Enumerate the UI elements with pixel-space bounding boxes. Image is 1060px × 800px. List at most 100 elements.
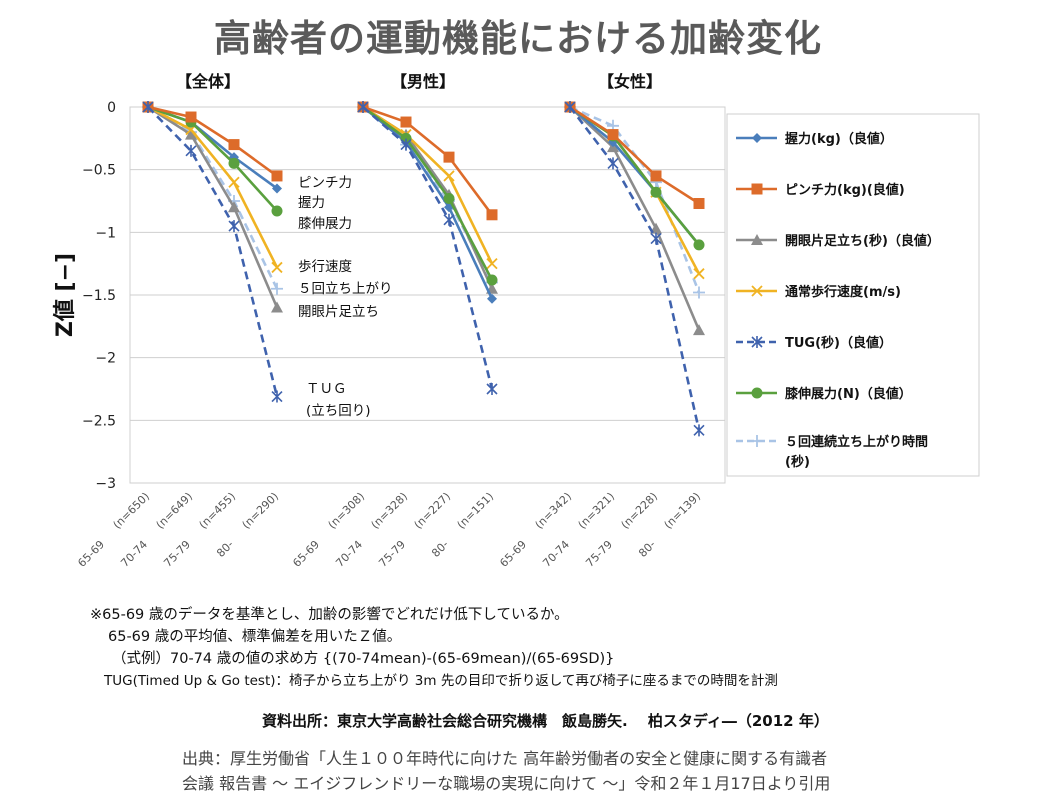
n-label: (n=328) — [369, 490, 411, 532]
legend-marker-stand — [751, 435, 763, 447]
n-label: (n=649) — [154, 490, 196, 532]
data-point-knee — [650, 186, 662, 198]
data-point-walk — [271, 261, 283, 274]
footnote-line-2: 65-69 歳の平均値、標準偏差を用いたＺ値。 — [108, 629, 402, 645]
legend-label-knee: 膝伸展力(N)（良値） — [784, 386, 912, 402]
series-line-pinch — [362, 105, 494, 216]
age-group-label: 65-69 — [75, 538, 107, 570]
n-label: (n=650) — [111, 490, 153, 532]
data-point-tug — [228, 220, 240, 233]
data-point-oneleg — [228, 201, 240, 213]
series-annotation: ピンチ力 — [298, 175, 352, 191]
data-point-knee — [693, 239, 705, 251]
data-point-pinch — [271, 170, 283, 182]
data-point-pinch — [443, 151, 455, 163]
legend-label-oneleg: 開眼片足立ち(秒)（良値） — [785, 233, 940, 249]
data-point-pinch — [607, 129, 619, 141]
legend-marker-pinch — [751, 183, 763, 195]
data-point-pinch — [486, 209, 498, 221]
data-point-knee — [228, 157, 240, 169]
legend-marker-oneleg — [751, 234, 763, 245]
age-group-label: 80- — [636, 538, 658, 560]
age-group-label: 70-74 — [333, 538, 365, 570]
n-label: (n=308) — [326, 490, 368, 532]
series-annotation: 歩行速度 — [298, 259, 352, 275]
y-tick-label: −1 — [95, 225, 116, 241]
y-axis-label: Z値 [−] — [53, 253, 78, 337]
series-line-walk — [362, 105, 494, 265]
legend-label-pinch: ピンチ力(kg)(良値) — [785, 182, 905, 198]
legend-marker-knee — [751, 387, 763, 399]
data-point-tug — [443, 213, 455, 226]
data-point-pinch — [650, 170, 662, 182]
legend-label-grip: 握力(kg)（良値） — [785, 131, 893, 147]
y-tick-label: −1.5 — [82, 288, 116, 304]
data-point-knee — [443, 192, 455, 204]
y-tick-label: −2 — [95, 351, 116, 367]
data-point-tug — [357, 101, 369, 113]
series-line-tug — [362, 106, 494, 390]
data-point-tug — [185, 144, 197, 157]
citation-block: 出典：厚生労働省「人生１００年時代に向けた 高年齢労働者の安全と健康に関する有識… — [182, 746, 830, 796]
legend-label-tug: TUG(秒)（良値） — [785, 335, 892, 351]
data-point-stand — [693, 286, 705, 299]
n-label: (n=290) — [240, 490, 282, 532]
data-point-pinch — [185, 111, 197, 123]
age-group-label: 75-79 — [376, 538, 408, 570]
data-point-pinch — [693, 198, 705, 210]
legend-label-walk: 通常歩行速度(m/s) — [785, 284, 901, 300]
n-label: (n=321) — [576, 490, 618, 532]
panel-title: 【全体】 — [176, 72, 240, 91]
footnote-line-3: （式例）70-74 歳の値の求め方 {(70-74mean)-(65-69mea… — [112, 651, 615, 667]
data-point-knee — [486, 274, 498, 286]
z-score-line-chart: 0−0.5−1−1.5−2−2.5−3Z値 [−]【全体】(n=650)65-6… — [53, 72, 980, 570]
data-point-grip — [487, 293, 497, 304]
data-point-tug — [486, 383, 498, 395]
data-point-tug — [607, 157, 619, 170]
series-line-knee — [147, 105, 278, 212]
data-point-knee — [271, 205, 283, 217]
series-line-pinch — [569, 105, 700, 205]
age-group-label: 80- — [429, 538, 451, 560]
data-point-oneleg — [185, 128, 197, 140]
data-point-tug — [142, 101, 154, 113]
data-point-walk — [486, 258, 498, 270]
age-group-label: 80- — [214, 538, 236, 560]
data-point-tug — [400, 138, 412, 151]
n-label: (n=227) — [412, 490, 454, 532]
n-label: (n=455) — [197, 490, 239, 532]
data-point-oneleg — [271, 301, 283, 313]
age-group-label: 75-79 — [161, 538, 193, 570]
series-annotation: 開眼片足立ち — [298, 304, 379, 320]
data-point-tug — [564, 101, 576, 113]
citation-line-1: 出典：厚生労働省「人生１００年時代に向けた 高年齢労働者の安全と健康に関する有識… — [182, 749, 828, 768]
series-annotation: ５回立ち上がり — [298, 281, 393, 297]
data-point-walk — [443, 170, 455, 182]
footnote-block: ※65-69 歳のデータを基準とし、加齢の影響でどれだけ低下しているか。 65-… — [90, 604, 778, 692]
data-point-pinch — [400, 116, 412, 128]
series-annotation: 握力 — [298, 195, 325, 211]
series-line-oneleg — [147, 105, 279, 309]
series-annotation: ＴＵＧ — [306, 381, 347, 397]
footnote-line-1: ※65-69 歳のデータを基準とし、加齢の影響でどれだけ低下しているか。 — [90, 607, 569, 623]
y-tick-label: −0.5 — [82, 163, 116, 179]
series-line-oneleg — [569, 106, 701, 331]
age-group-label: 75-79 — [583, 538, 615, 570]
legend-marker-walk — [751, 285, 763, 297]
y-tick-label: −3 — [95, 476, 116, 492]
n-label: (n=228) — [619, 490, 661, 532]
footnote-line-4: TUG(Timed Up & Go test)：椅子から立ち上がり 3m 先の目… — [104, 673, 778, 689]
series-annotation: (立ち回り) — [306, 403, 371, 419]
series-line-pinch — [147, 105, 278, 177]
panel-title: 【男性】 — [391, 72, 455, 91]
series-line-knee — [362, 105, 494, 281]
data-point-pinch — [228, 139, 240, 151]
data-point-tug — [271, 390, 283, 403]
data-source: 資料出所：東京大学高齢社会総合研究機構 飯島勝矢. 柏スタディ―（2012 年） — [262, 712, 829, 730]
series-annotation: 膝伸展力 — [298, 216, 352, 232]
y-tick-label: −2.5 — [82, 413, 116, 429]
n-label: (n=139) — [662, 490, 704, 532]
legend-label-stand: ５回連続立ち上がり時間 — [785, 434, 928, 450]
series-line-walk — [147, 105, 279, 269]
age-group-label: 70-74 — [118, 538, 150, 570]
